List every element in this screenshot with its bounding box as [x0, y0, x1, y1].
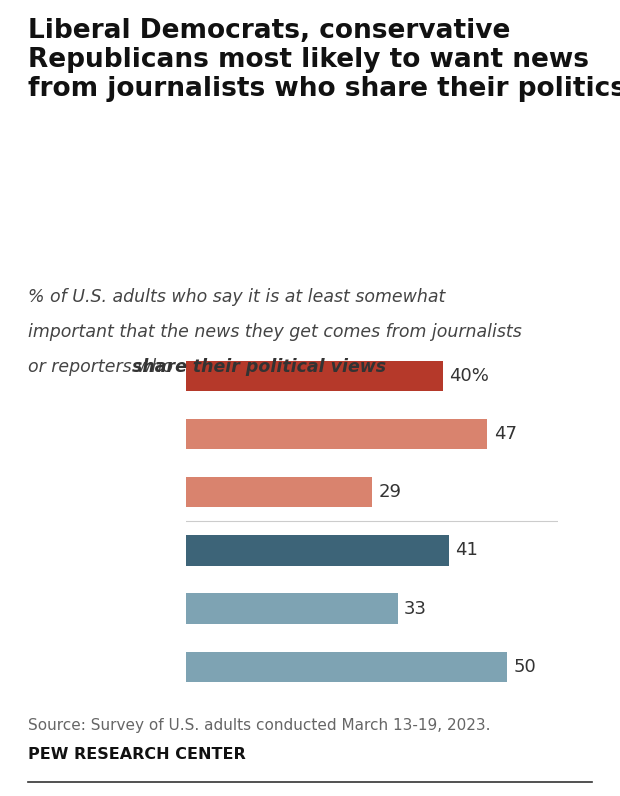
Bar [186, 652, 507, 682]
Text: % of U.S. adults who say it is at least somewhat: % of U.S. adults who say it is at least … [28, 288, 445, 306]
Bar [186, 536, 449, 565]
Text: or reporters who: or reporters who [28, 358, 179, 377]
Text: 40%: 40% [449, 367, 489, 385]
Bar [186, 419, 487, 449]
Bar [186, 594, 397, 624]
Text: 50: 50 [513, 657, 536, 676]
Text: 29: 29 [378, 483, 401, 501]
Text: 47: 47 [494, 425, 517, 443]
Text: share their political views: share their political views [132, 358, 386, 377]
Text: Source: Survey of U.S. adults conducted March 13-19, 2023.: Source: Survey of U.S. adults conducted … [28, 718, 490, 733]
Text: 33: 33 [404, 599, 427, 618]
Bar [186, 361, 443, 391]
Bar [186, 478, 372, 507]
Text: 41: 41 [455, 541, 478, 560]
Text: important that the news they get comes from journalists: important that the news they get comes f… [28, 323, 521, 341]
Text: Liberal Democrats, conservative
Republicans most likely to want news
from journa: Liberal Democrats, conservative Republic… [28, 18, 620, 102]
Text: PEW RESEARCH CENTER: PEW RESEARCH CENTER [28, 747, 246, 762]
